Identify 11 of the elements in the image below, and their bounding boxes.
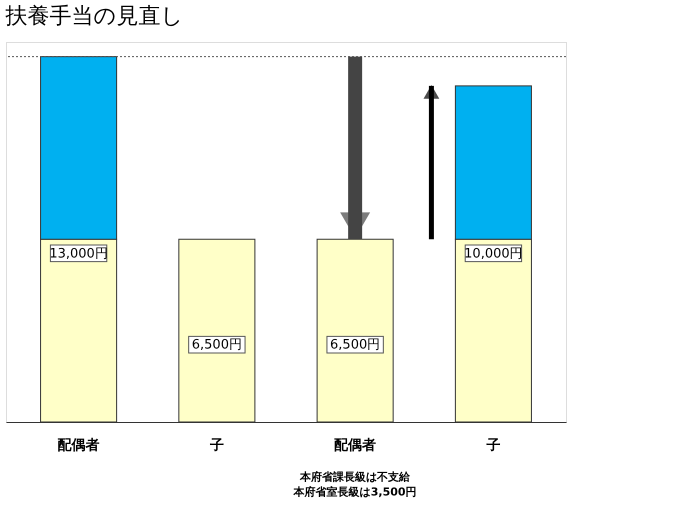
annotation: 6,500円 (192, 338, 242, 353)
x-tick-label: 配偶者 (334, 438, 376, 454)
annotation: 10,000円 (464, 246, 523, 262)
annotation: 13,000円 (49, 246, 108, 262)
text: 本府省室長級は3,500円 (292, 486, 417, 498)
x-tick-label: 子 (485, 438, 500, 454)
text: 本府省課長級は不支給 (299, 470, 412, 484)
x-tick-label: 配偶者 (58, 438, 100, 454)
annotation: 6,500円 (330, 338, 380, 353)
x-tick-label: 子 (208, 438, 224, 454)
chart-title: 扶養手当の見直し (4, 4, 184, 29)
